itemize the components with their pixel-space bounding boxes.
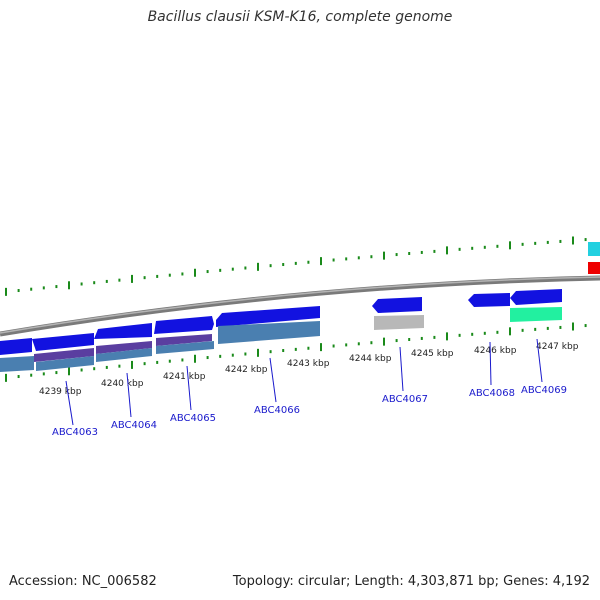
tick-label: 4241 kbp [163,372,206,382]
cds-arrow[interactable] [510,289,562,305]
leader-line [489,341,492,386]
cds-arrow[interactable] [0,338,32,355]
feature-row-b [0,321,320,372]
leader-line [536,338,543,383]
feature-block[interactable] [0,356,34,372]
gene-label[interactable]: ABC4069 [521,385,567,396]
leader-line [269,357,277,403]
tick-label: 4240 kbp [101,379,144,389]
gene-label[interactable]: ABC4067 [382,394,428,405]
kbp-tick-labels: 4239 kbp 4240 kbp 4241 kbp 4242 kbp 4243… [39,342,579,397]
gene-label[interactable]: ABC4064 [111,420,157,431]
leader-line [126,372,132,418]
tick-label: 4239 kbp [39,387,82,397]
feature-block[interactable] [218,321,320,344]
leader-line [186,365,192,411]
gene-label[interactable]: ABC4068 [469,388,515,399]
gene-label[interactable]: ABC4065 [170,413,216,424]
grey-feature[interactable] [374,315,424,330]
tick-label: 4247 kbp [536,342,579,352]
tick-label: 4243 kbp [287,359,330,369]
map-title: Bacillus clausii KSM-K16, complete genom… [147,9,453,25]
cds-arrow[interactable] [468,293,510,307]
gene-leader-lines [65,338,543,426]
green-feature[interactable] [510,307,562,322]
upper-tick-ring [5,236,587,296]
forward-cds-track [0,289,562,355]
cds-arrow[interactable] [372,297,422,313]
feature-block[interactable] [96,348,152,362]
feature-block[interactable] [34,348,94,362]
cds-arrow[interactable] [94,323,152,339]
feature-block[interactable] [156,334,212,346]
feature-block[interactable] [36,356,94,371]
tick-label: 4245 kbp [411,349,454,359]
accession-text: Accession: NC_006582 [9,574,157,589]
leader-line [399,346,404,392]
red-feature[interactable] [588,262,600,274]
lower-tick-ring [5,322,587,382]
feature-row-a [34,334,212,362]
tick-label: 4246 kbp [474,346,517,356]
gene-label[interactable]: ABC4063 [52,427,98,438]
cds-arrow[interactable] [32,333,94,351]
gene-label[interactable]: ABC4066 [254,405,300,416]
tick-label: 4242 kbp [225,365,268,375]
leader-line [65,380,74,426]
topology-summary: Topology: circular; Length: 4,303,871 bp… [232,574,590,589]
genome-backbone-highlight [0,276,600,334]
feature-block[interactable] [96,341,152,354]
genome-backbone [0,275,600,337]
feature-block[interactable] [156,341,214,354]
gene-labels: ABC4063 ABC4064 ABC4065 ABC4066 ABC4067 … [52,385,567,438]
tick-label: 4244 kbp [349,354,392,364]
cyan-feature[interactable] [588,242,600,256]
cds-arrow[interactable] [216,306,320,327]
cds-arrow[interactable] [154,316,214,334]
